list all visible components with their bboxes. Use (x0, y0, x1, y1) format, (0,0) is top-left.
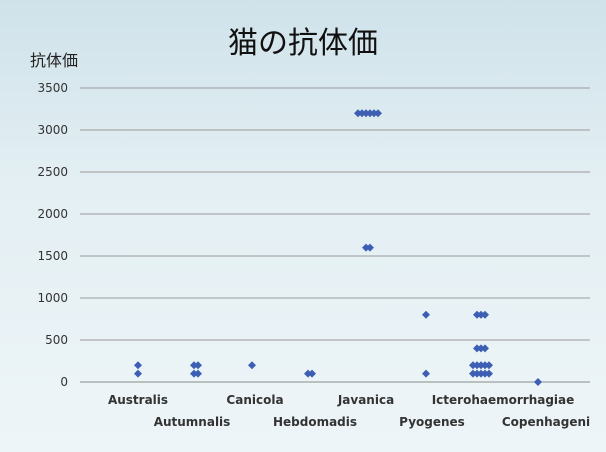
data-point (422, 310, 430, 319)
data-point (481, 344, 489, 353)
data-point (134, 361, 142, 370)
y-axis-title: 抗体価 (30, 51, 79, 70)
data-point (485, 369, 493, 378)
y-tick-label-2000: 2000 (37, 207, 68, 221)
category-labels: Australis Autumnalis Canicola Hebdomadis Jav… (108, 393, 590, 429)
category-label-icterohaemorrhagiae: Icterohaemorrhagiae (432, 393, 575, 407)
data-points (134, 109, 542, 386)
data-point (366, 243, 374, 252)
data-point (534, 378, 542, 386)
y-tick-label-3000: 3000 (37, 123, 68, 137)
y-tick-label-1500: 1500 (37, 249, 68, 263)
y-tick-label-3500: 3500 (37, 81, 68, 95)
gridlines (80, 87, 590, 383)
chart-title: 猫の抗体価 (228, 26, 378, 61)
category-label-hebdomadis: Hebdomadis (273, 415, 357, 429)
data-point (422, 369, 430, 378)
data-point (248, 361, 256, 370)
y-tick-label-500: 500 (45, 333, 68, 347)
data-point (194, 361, 202, 370)
category-label-australis: Australis (108, 393, 168, 407)
y-tick-label-1000: 1000 (37, 291, 68, 305)
category-label-autumnalis: Autumnalis (154, 415, 231, 429)
category-label-copenhageni: Copenhageni (502, 415, 590, 429)
y-tick-label-2500: 2500 (37, 165, 68, 179)
y-tick-label-0: 0 (60, 375, 68, 389)
data-point (194, 369, 202, 378)
category-label-pyogenes: Pyogenes (399, 415, 465, 429)
category-label-canicola: Canicola (226, 393, 283, 407)
data-point (481, 310, 489, 319)
data-point (134, 369, 142, 378)
data-point (485, 361, 493, 370)
data-point (308, 369, 316, 378)
y-tick-labels: 0 500 1000 1500 2000 2500 3000 3500 (37, 81, 68, 389)
category-label-javanica: Javanica (337, 393, 394, 407)
data-point (374, 109, 382, 118)
